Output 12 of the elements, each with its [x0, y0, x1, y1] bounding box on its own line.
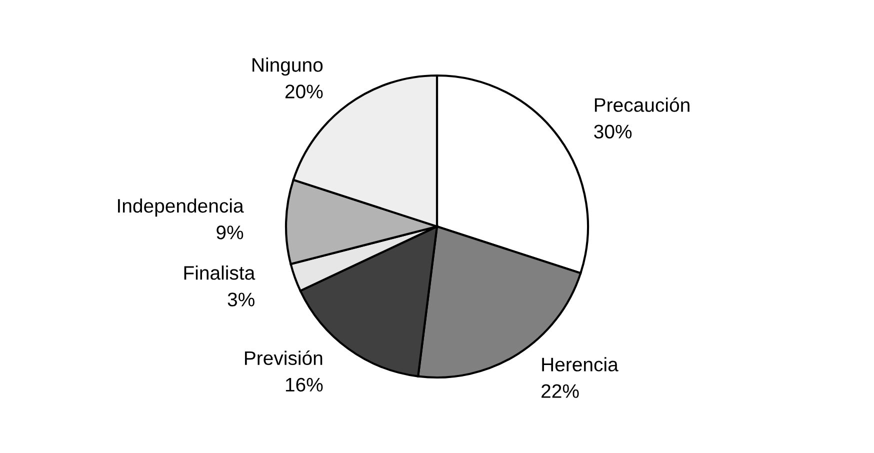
- slice-label: Herencia: [542, 357, 618, 372]
- slice-label: Ninguno: [252, 58, 323, 76]
- slice-label: Independencia: [118, 198, 244, 217]
- data-label: 9%: [216, 226, 244, 240]
- data-label: 20%: [285, 84, 323, 98]
- slice-label: Previsión: [245, 350, 322, 366]
- data-label: 16%: [286, 378, 323, 392]
- data-label: 3%: [228, 292, 254, 306]
- data-label: 22%: [542, 384, 579, 398]
- data-label: 30%: [594, 124, 632, 139]
- slice-label: Finalista: [184, 266, 256, 280]
- slice-label: Precaución: [594, 97, 690, 112]
